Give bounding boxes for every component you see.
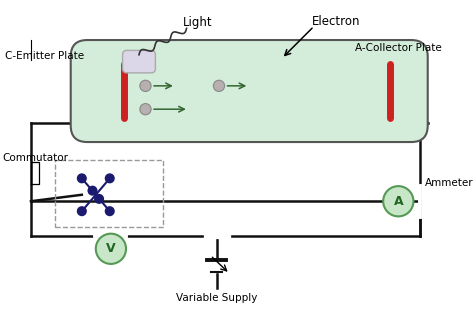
FancyBboxPatch shape <box>71 40 428 142</box>
FancyBboxPatch shape <box>123 51 155 73</box>
Circle shape <box>96 234 126 264</box>
Text: Variable Supply: Variable Supply <box>176 293 257 303</box>
Circle shape <box>213 80 225 91</box>
Circle shape <box>105 207 114 216</box>
Circle shape <box>140 80 151 91</box>
Circle shape <box>77 174 86 183</box>
Circle shape <box>95 195 103 203</box>
Text: Ammeter: Ammeter <box>425 178 474 188</box>
Text: C-Emitter Plate: C-Emitter Plate <box>5 51 84 61</box>
Text: Commutator: Commutator <box>3 153 69 163</box>
Bar <box>55 160 163 227</box>
Text: A: A <box>393 195 403 208</box>
Text: V: V <box>106 242 116 255</box>
Circle shape <box>140 104 151 115</box>
Text: A-Collector Plate: A-Collector Plate <box>355 43 442 53</box>
Circle shape <box>105 174 114 183</box>
Circle shape <box>383 186 413 217</box>
Circle shape <box>77 207 86 216</box>
Text: Light: Light <box>182 16 212 29</box>
Text: Electron: Electron <box>312 15 360 28</box>
Circle shape <box>88 186 97 195</box>
